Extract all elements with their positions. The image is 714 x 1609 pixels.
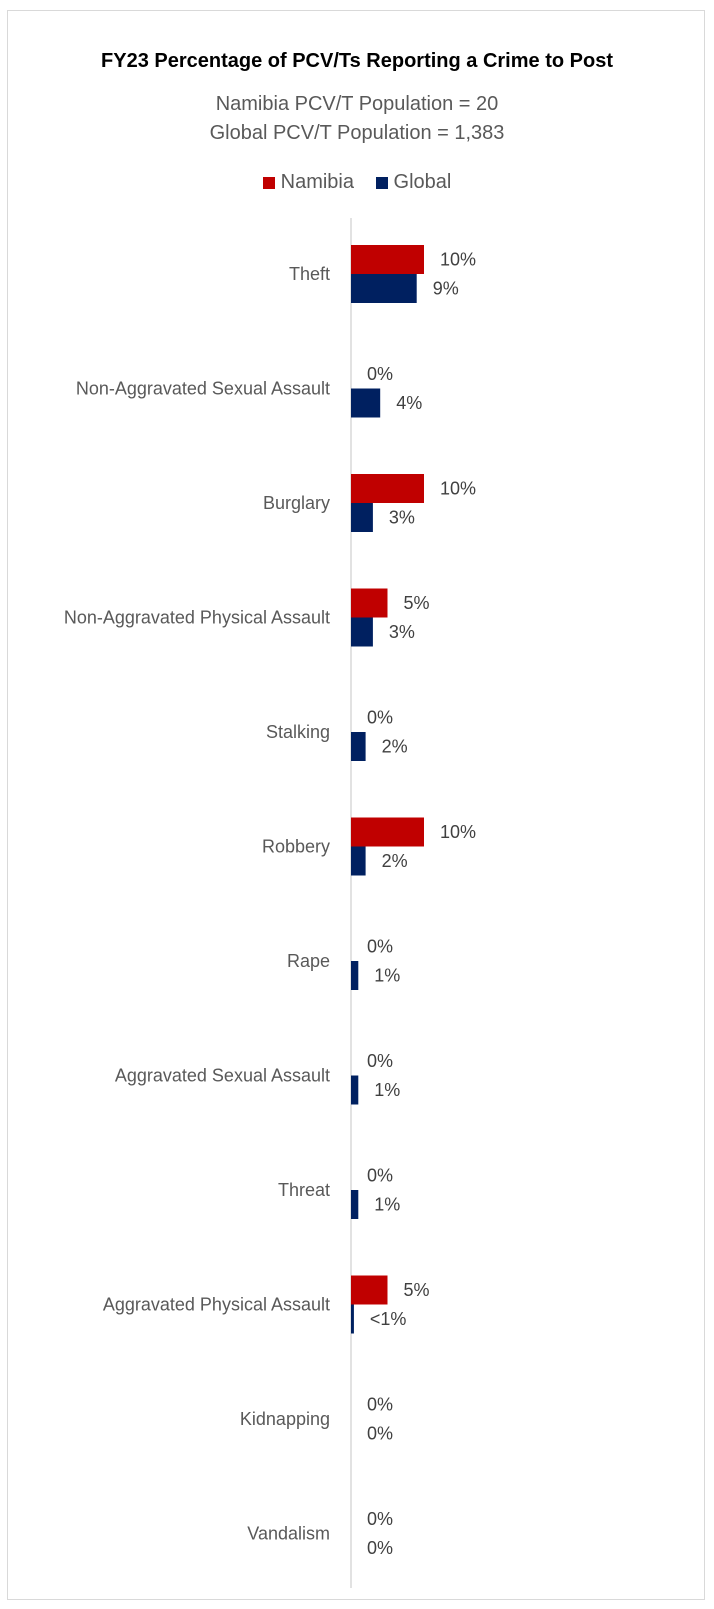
value-label-global-aggravated-physical-assault: <1% — [370, 1309, 407, 1329]
category-label-theft: Theft — [289, 264, 330, 284]
chart-subtitle-namibia: Namibia PCV/T Population = 20 — [215, 93, 499, 115]
value-label-namibia-kidnapping: 0% — [367, 1395, 393, 1415]
value-label-global-theft: 9% — [433, 279, 459, 299]
value-label-global-burglary: 3% — [389, 508, 415, 528]
value-label-namibia-burglary: 10% — [440, 479, 476, 499]
bar-global-rape — [351, 961, 359, 990]
bar-global-non-aggravated-physical-assault — [351, 617, 373, 647]
bar-global-robbery — [351, 846, 366, 876]
bar-namibia-aggravated-physical-assault — [351, 1275, 388, 1305]
bar-global-aggravated-physical-assault — [351, 1304, 354, 1334]
category-label-rape: Rape — [287, 951, 330, 971]
legend-item-namibia: Namibia — [262, 171, 354, 194]
category-label-kidnapping: Kidnapping — [240, 1409, 330, 1429]
category-label-vandalism: Vandalism — [247, 1524, 330, 1544]
chart-legend: Namibia Global — [0, 171, 714, 195]
value-label-namibia-stalking: 0% — [367, 708, 393, 728]
category-label-non-aggravated-sexual-assault: Non-Aggravated Sexual Assault — [76, 379, 330, 399]
value-label-global-non-aggravated-physical-assault: 3% — [389, 622, 415, 642]
value-label-global-threat: 1% — [374, 1195, 400, 1215]
value-label-namibia-rape: 0% — [367, 937, 393, 957]
value-label-global-vandalism: 0% — [367, 1538, 393, 1558]
value-label-namibia-vandalism: 0% — [367, 1509, 393, 1529]
bar-global-aggravated-sexual-assault — [351, 1075, 359, 1105]
legend-label-global: Global — [393, 171, 452, 193]
category-label-robbery: Robbery — [262, 837, 330, 857]
bar-namibia-burglary — [351, 474, 424, 503]
value-label-namibia-robbery: 10% — [440, 822, 476, 842]
bar-namibia-non-aggravated-physical-assault — [351, 588, 388, 618]
bar-namibia-theft — [351, 245, 424, 274]
value-label-namibia-non-aggravated-sexual-assault: 0% — [367, 364, 393, 384]
category-label-burglary: Burglary — [263, 493, 330, 513]
value-label-namibia-non-aggravated-physical-assault: 5% — [404, 593, 430, 613]
value-label-namibia-aggravated-physical-assault: 5% — [404, 1280, 430, 1300]
category-label-threat: Threat — [278, 1180, 330, 1200]
value-label-namibia-theft: 10% — [440, 250, 476, 270]
category-label-stalking: Stalking — [266, 722, 330, 742]
value-label-global-robbery: 2% — [382, 851, 408, 871]
legend-label-namibia: Namibia — [280, 171, 354, 193]
value-label-global-kidnapping: 0% — [367, 1424, 393, 1444]
bar-global-non-aggravated-sexual-assault — [351, 388, 381, 418]
value-label-global-aggravated-sexual-assault: 1% — [374, 1080, 400, 1100]
value-label-namibia-threat: 0% — [367, 1166, 393, 1186]
bar-global-burglary — [351, 503, 373, 532]
legend-swatch-global — [375, 176, 388, 189]
chart-subtitle-global: Global PCV/T Population = 1,383 — [209, 122, 505, 144]
bar-global-threat — [351, 1190, 359, 1219]
value-label-namibia-aggravated-sexual-assault: 0% — [367, 1051, 393, 1071]
legend-item-global: Global — [375, 171, 452, 194]
chart-title: FY23 Percentage of PCV/Ts Reporting a Cr… — [101, 50, 613, 72]
category-label-aggravated-physical-assault: Aggravated Physical Assault — [103, 1295, 330, 1315]
bar-global-stalking — [351, 732, 366, 761]
value-label-global-stalking: 2% — [382, 737, 408, 757]
bar-global-theft — [351, 274, 417, 303]
value-label-global-non-aggravated-sexual-assault: 4% — [396, 393, 422, 413]
category-label-non-aggravated-physical-assault: Non-Aggravated Physical Assault — [64, 608, 330, 628]
legend-swatch-namibia — [262, 176, 275, 189]
value-label-global-rape: 1% — [374, 966, 400, 986]
bar-namibia-robbery — [351, 817, 424, 847]
category-label-aggravated-sexual-assault: Aggravated Sexual Assault — [115, 1066, 330, 1086]
